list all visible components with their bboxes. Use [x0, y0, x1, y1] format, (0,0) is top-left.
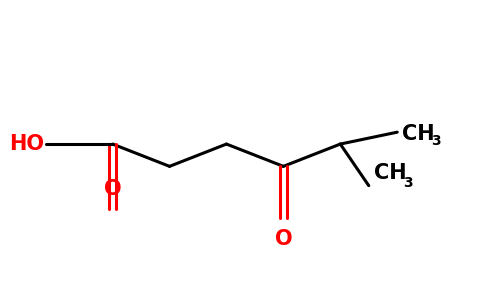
Text: CH: CH	[374, 163, 406, 183]
Text: CH: CH	[402, 124, 435, 144]
Text: O: O	[104, 179, 121, 199]
Text: 3: 3	[403, 176, 412, 190]
Text: 3: 3	[431, 134, 441, 148]
Text: O: O	[274, 229, 292, 249]
Text: HO: HO	[9, 134, 44, 154]
